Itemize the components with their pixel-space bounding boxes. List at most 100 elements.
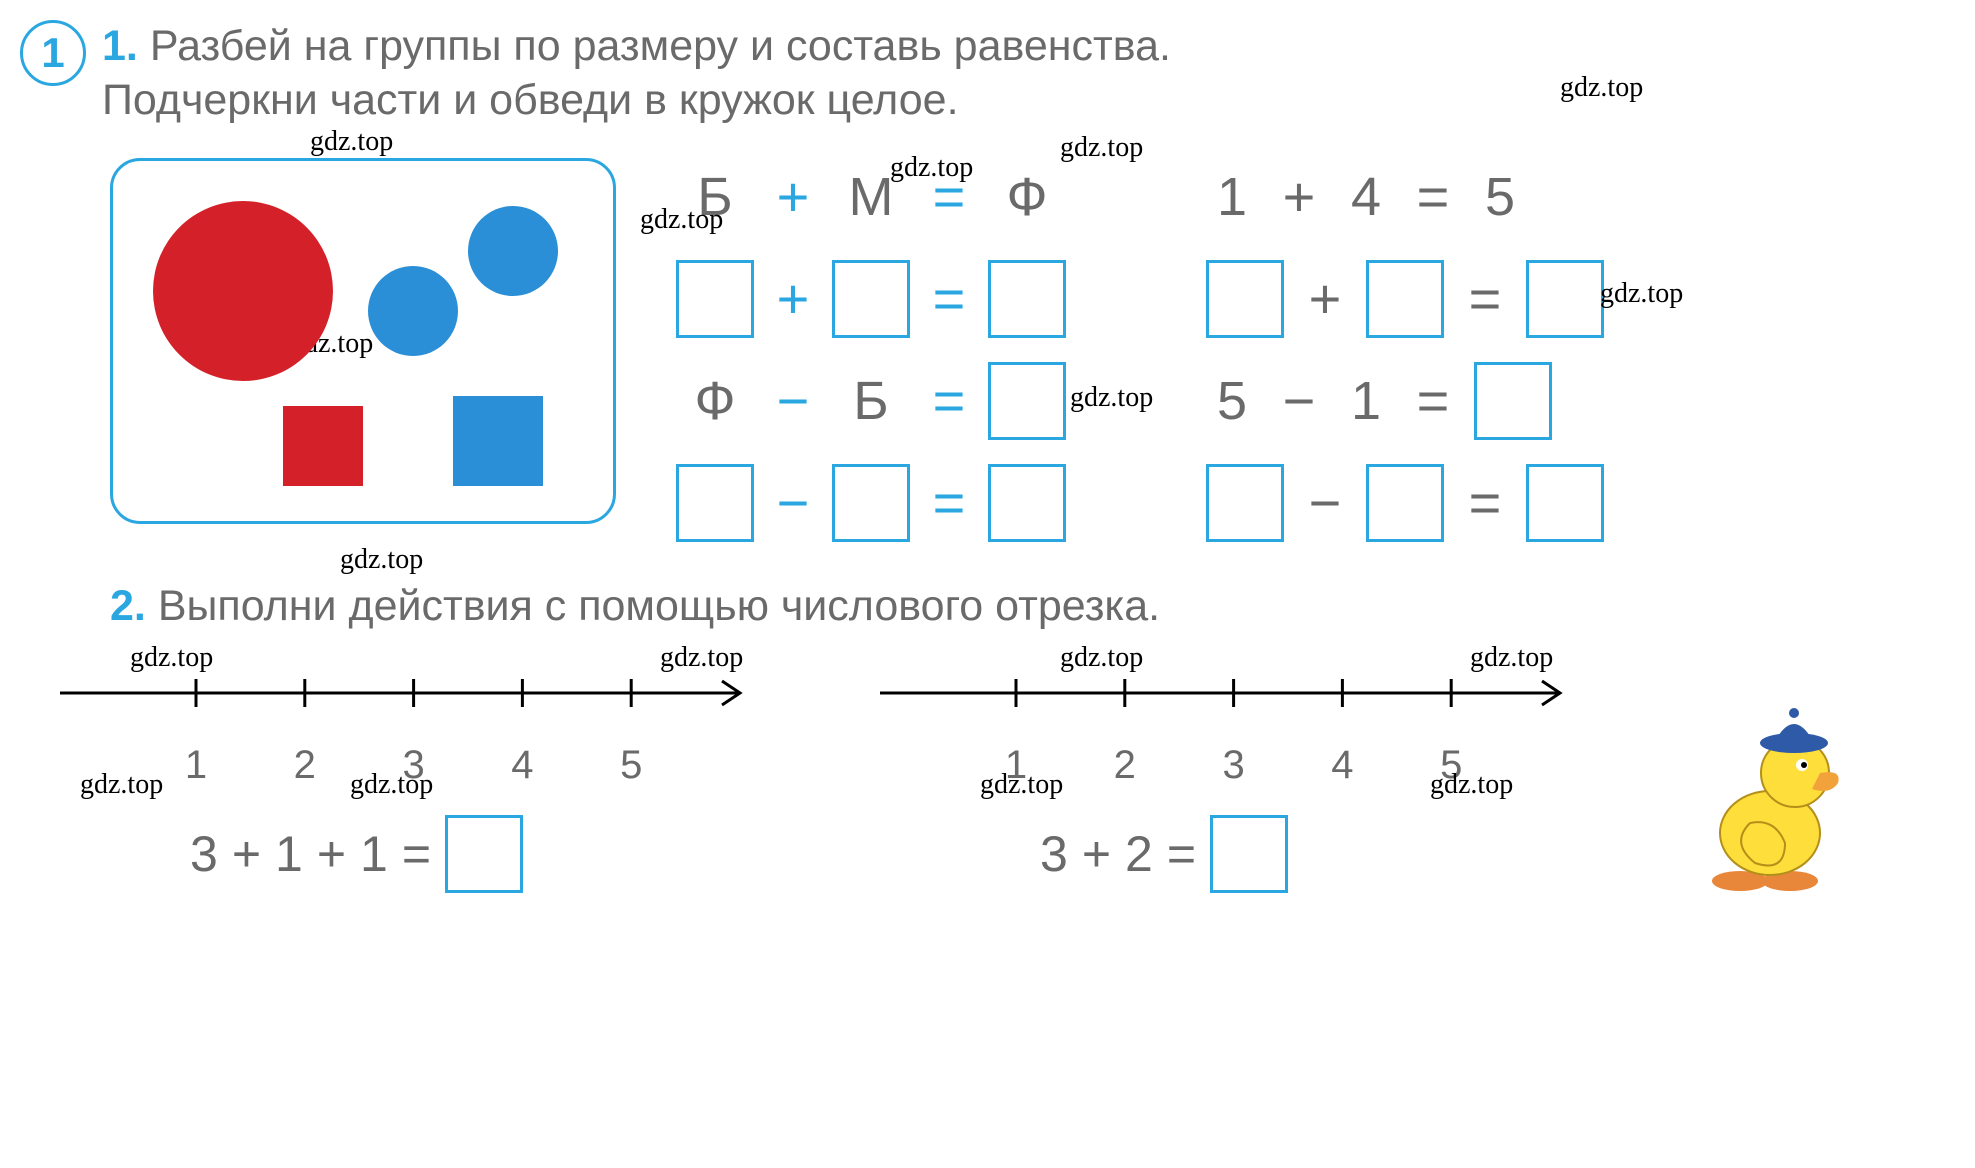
letter-eq-row-4: − = [676, 464, 1066, 542]
numberline-2-svg [870, 661, 1570, 725]
equals-icon: = [402, 825, 431, 883]
eq-term: 5 [1474, 166, 1526, 228]
eq-term: 4 [1340, 166, 1392, 228]
tick-label: 2 [1114, 743, 1136, 788]
equals-icon: = [928, 470, 970, 535]
answer-box[interactable] [1526, 260, 1604, 338]
minus-icon: − [1304, 470, 1346, 535]
eq-term: Ф [676, 370, 754, 432]
task1-number: 1. [102, 22, 138, 70]
eq-term: Б [832, 370, 910, 432]
numberline-2: 12345 gdz.top gdz.top 3 + 2 = [870, 661, 1570, 893]
tick-label: 1 [185, 743, 207, 788]
shapes-container [110, 158, 616, 524]
plus-icon: + [772, 266, 814, 331]
plus-icon: + [317, 825, 346, 883]
numeric-eq-row-1: 1 + 4 = 5 [1206, 158, 1604, 236]
eq-term: 5 [1206, 370, 1258, 432]
minus-icon: − [772, 470, 814, 535]
eq-term: 1 [1340, 370, 1392, 432]
watermark: gdz.top [340, 544, 423, 576]
task1-text: 1. Разбей на группы по размеру и составь… [102, 20, 1171, 128]
answer-box[interactable] [832, 464, 910, 542]
plus-icon: + [1082, 825, 1111, 883]
numberline-1: 12345 gdz.top gdz.top 3 + 1 + 1 = [50, 661, 750, 893]
tick-label: 1 [1005, 743, 1027, 788]
task2-text: Выполни действия с помощью числового отр… [158, 582, 1160, 630]
eq-term: Б [676, 166, 754, 228]
answer-box[interactable] [676, 464, 754, 542]
answer-box[interactable] [1366, 260, 1444, 338]
plus-icon: + [1278, 164, 1320, 229]
tick-label: 2 [294, 743, 316, 788]
numberline-2-labels: 1 2 3 4 5 [870, 743, 1570, 787]
letter-eq-row-1: Б + М = Ф [676, 158, 1066, 236]
tick-label: 3 [402, 743, 424, 788]
letter-eq-row-3: Ф − Б = [676, 362, 1066, 440]
eq-term: 1 [275, 825, 303, 883]
numberline-2-equation: 3 + 2 = [1040, 815, 1570, 893]
equals-icon: = [928, 266, 970, 331]
numberline-1-equation: 3 + 1 + 1 = [190, 815, 750, 893]
duck-drawing [1712, 708, 1839, 891]
task2-number: 2. [110, 582, 146, 630]
answer-box[interactable] [1474, 362, 1552, 440]
watermark: gdz.top [1600, 278, 1683, 310]
plus-icon: + [1304, 266, 1346, 331]
letter-equations: Б + М = Ф + = Ф − Б = − = [676, 158, 1066, 542]
plus-icon: + [232, 825, 261, 883]
eq-term: 3 [190, 825, 218, 883]
equals-icon: = [1412, 164, 1454, 229]
numeric-eq-row-3: 5 − 1 = [1206, 362, 1604, 440]
minus-icon: − [1278, 368, 1320, 433]
eq-term: 1 [1206, 166, 1258, 228]
big-red-circle [153, 201, 333, 381]
numberline-1-svg [50, 661, 750, 725]
task1-line1: Разбей на группы по размеру и составь ра… [150, 22, 1171, 70]
equals-icon: = [928, 368, 970, 433]
answer-box[interactable] [1366, 464, 1444, 542]
answer-box[interactable] [832, 260, 910, 338]
eq-term: 3 [1040, 825, 1068, 883]
eq-term: Ф [988, 166, 1066, 228]
numeric-eq-row-2: + = [1206, 260, 1604, 338]
answer-box[interactable] [445, 815, 523, 893]
eq-term: 2 [1125, 825, 1153, 883]
watermark: gdz.top [310, 126, 393, 158]
watermark: gdz.top [1560, 72, 1643, 104]
letter-eq-row-2: + = [676, 260, 1066, 338]
duck-icon [1690, 693, 1840, 893]
answer-box[interactable] [1206, 260, 1284, 338]
equals-icon: = [1464, 470, 1506, 535]
circled-task-number: 1 [20, 20, 86, 86]
minus-icon: − [772, 368, 814, 433]
red-square [283, 406, 363, 486]
tick-label: 5 [1440, 743, 1462, 788]
eq-term: 1 [360, 825, 388, 883]
task1-line2: Подчеркни части и обведи в кружок целое. [102, 76, 959, 124]
answer-box[interactable] [988, 464, 1066, 542]
answer-box[interactable] [988, 260, 1066, 338]
answer-box[interactable] [1526, 464, 1604, 542]
plus-icon: + [772, 164, 814, 229]
tick-label: 3 [1222, 743, 1244, 788]
shapes-svg [113, 161, 613, 521]
numeric-equations: 1 + 4 = 5 + = 5 − 1 = − = [1206, 158, 1604, 542]
tick-label: 4 [511, 743, 533, 788]
equals-icon: = [928, 164, 970, 229]
answer-box[interactable] [1206, 464, 1284, 542]
eq-term: М [832, 166, 910, 228]
tick-label: 4 [1331, 743, 1353, 788]
equals-icon: = [1464, 266, 1506, 331]
answer-box[interactable] [988, 362, 1066, 440]
answer-box[interactable] [676, 260, 754, 338]
numberline-1-labels: 1 2 3 4 5 [50, 743, 750, 787]
numeric-eq-row-4: − = [1206, 464, 1604, 542]
blue-circle-top [468, 206, 558, 296]
equals-icon: = [1412, 368, 1454, 433]
blue-circle-mid [368, 266, 458, 356]
equals-icon: = [1167, 825, 1196, 883]
answer-box[interactable] [1210, 815, 1288, 893]
tick-label: 5 [620, 743, 642, 788]
watermark: gdz.top [1070, 382, 1153, 414]
